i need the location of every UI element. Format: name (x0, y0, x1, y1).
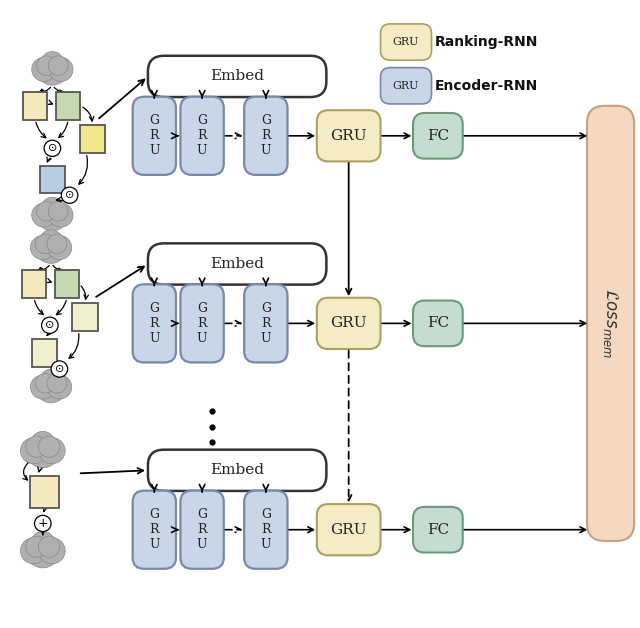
Text: G
R
U: G R U (260, 302, 271, 345)
FancyBboxPatch shape (381, 68, 431, 104)
Circle shape (26, 536, 47, 557)
Circle shape (35, 234, 55, 254)
FancyBboxPatch shape (317, 504, 381, 555)
Circle shape (42, 317, 58, 333)
Circle shape (44, 140, 61, 156)
FancyBboxPatch shape (180, 284, 224, 362)
Bar (32, 339, 58, 367)
Text: G
R
U: G R U (149, 114, 159, 157)
Circle shape (36, 56, 56, 75)
Circle shape (38, 436, 60, 457)
Bar (40, 166, 65, 193)
Text: GRU: GRU (393, 81, 419, 91)
Text: FC: FC (427, 129, 449, 143)
Bar (80, 125, 105, 153)
Text: ⊙: ⊙ (65, 190, 74, 200)
Text: G
R
U: G R U (260, 114, 271, 157)
Text: G
R
U: G R U (197, 302, 207, 345)
Circle shape (32, 57, 56, 82)
Circle shape (35, 374, 55, 393)
Circle shape (26, 535, 60, 568)
Text: Encoder-RNN: Encoder-RNN (435, 78, 538, 93)
Text: GRU: GRU (330, 317, 367, 330)
Circle shape (48, 56, 68, 75)
FancyBboxPatch shape (132, 490, 176, 569)
Circle shape (38, 438, 65, 463)
FancyBboxPatch shape (413, 301, 463, 346)
FancyBboxPatch shape (148, 243, 326, 284)
FancyBboxPatch shape (587, 106, 634, 541)
Text: Ranking-RNN: Ranking-RNN (435, 35, 538, 49)
Circle shape (49, 57, 73, 82)
Text: GRU: GRU (393, 37, 419, 47)
FancyBboxPatch shape (132, 284, 176, 362)
Bar (23, 92, 47, 119)
Circle shape (42, 51, 63, 73)
Circle shape (35, 516, 51, 531)
FancyBboxPatch shape (381, 24, 431, 60)
Text: GRU: GRU (330, 522, 367, 537)
Text: Embed: Embed (210, 70, 264, 84)
FancyBboxPatch shape (132, 97, 176, 175)
Circle shape (42, 197, 63, 219)
Bar (55, 270, 79, 298)
Circle shape (32, 203, 56, 227)
Circle shape (38, 536, 60, 557)
Bar (56, 92, 81, 119)
FancyBboxPatch shape (413, 507, 463, 553)
Bar (72, 303, 98, 331)
Circle shape (38, 538, 65, 564)
Text: +: + (38, 517, 48, 530)
FancyBboxPatch shape (413, 113, 463, 159)
Text: FC: FC (427, 522, 449, 537)
Circle shape (36, 202, 56, 221)
Circle shape (31, 375, 55, 399)
Text: Embed: Embed (210, 257, 264, 271)
Bar (22, 270, 46, 298)
Text: ⊙: ⊙ (54, 364, 64, 374)
Circle shape (31, 531, 55, 555)
Circle shape (51, 361, 68, 377)
Circle shape (31, 236, 55, 259)
Text: G
R
U: G R U (197, 508, 207, 551)
Text: G
R
U: G R U (149, 302, 159, 345)
FancyBboxPatch shape (244, 490, 287, 569)
Circle shape (37, 55, 68, 85)
Circle shape (61, 187, 78, 203)
Circle shape (20, 538, 47, 564)
Circle shape (26, 435, 60, 468)
FancyBboxPatch shape (244, 97, 287, 175)
FancyBboxPatch shape (317, 298, 381, 349)
Circle shape (47, 374, 67, 393)
Circle shape (36, 373, 67, 403)
Circle shape (48, 202, 68, 221)
Bar (30, 476, 59, 509)
Text: FC: FC (427, 317, 449, 330)
Circle shape (31, 431, 55, 455)
FancyBboxPatch shape (244, 284, 287, 362)
Circle shape (49, 203, 73, 227)
Text: G
R
U: G R U (197, 114, 207, 157)
Text: G
R
U: G R U (260, 508, 271, 551)
Text: ⊙: ⊙ (45, 320, 54, 330)
Text: Embed: Embed (210, 463, 264, 477)
FancyBboxPatch shape (317, 110, 381, 161)
Text: $\mathcal{L}oss_{mem}$: $\mathcal{L}oss_{mem}$ (601, 288, 620, 359)
FancyBboxPatch shape (148, 450, 326, 491)
Circle shape (36, 234, 67, 263)
Circle shape (47, 236, 72, 259)
Circle shape (37, 201, 68, 231)
Circle shape (47, 234, 67, 254)
Text: ⊙: ⊙ (47, 143, 57, 153)
Text: G
R
U: G R U (149, 508, 159, 551)
FancyBboxPatch shape (148, 56, 326, 97)
Circle shape (40, 369, 62, 391)
FancyBboxPatch shape (180, 97, 224, 175)
Circle shape (40, 230, 62, 251)
Circle shape (20, 438, 47, 463)
Circle shape (47, 375, 72, 399)
FancyBboxPatch shape (180, 490, 224, 569)
Text: GRU: GRU (330, 129, 367, 143)
Circle shape (26, 436, 47, 457)
